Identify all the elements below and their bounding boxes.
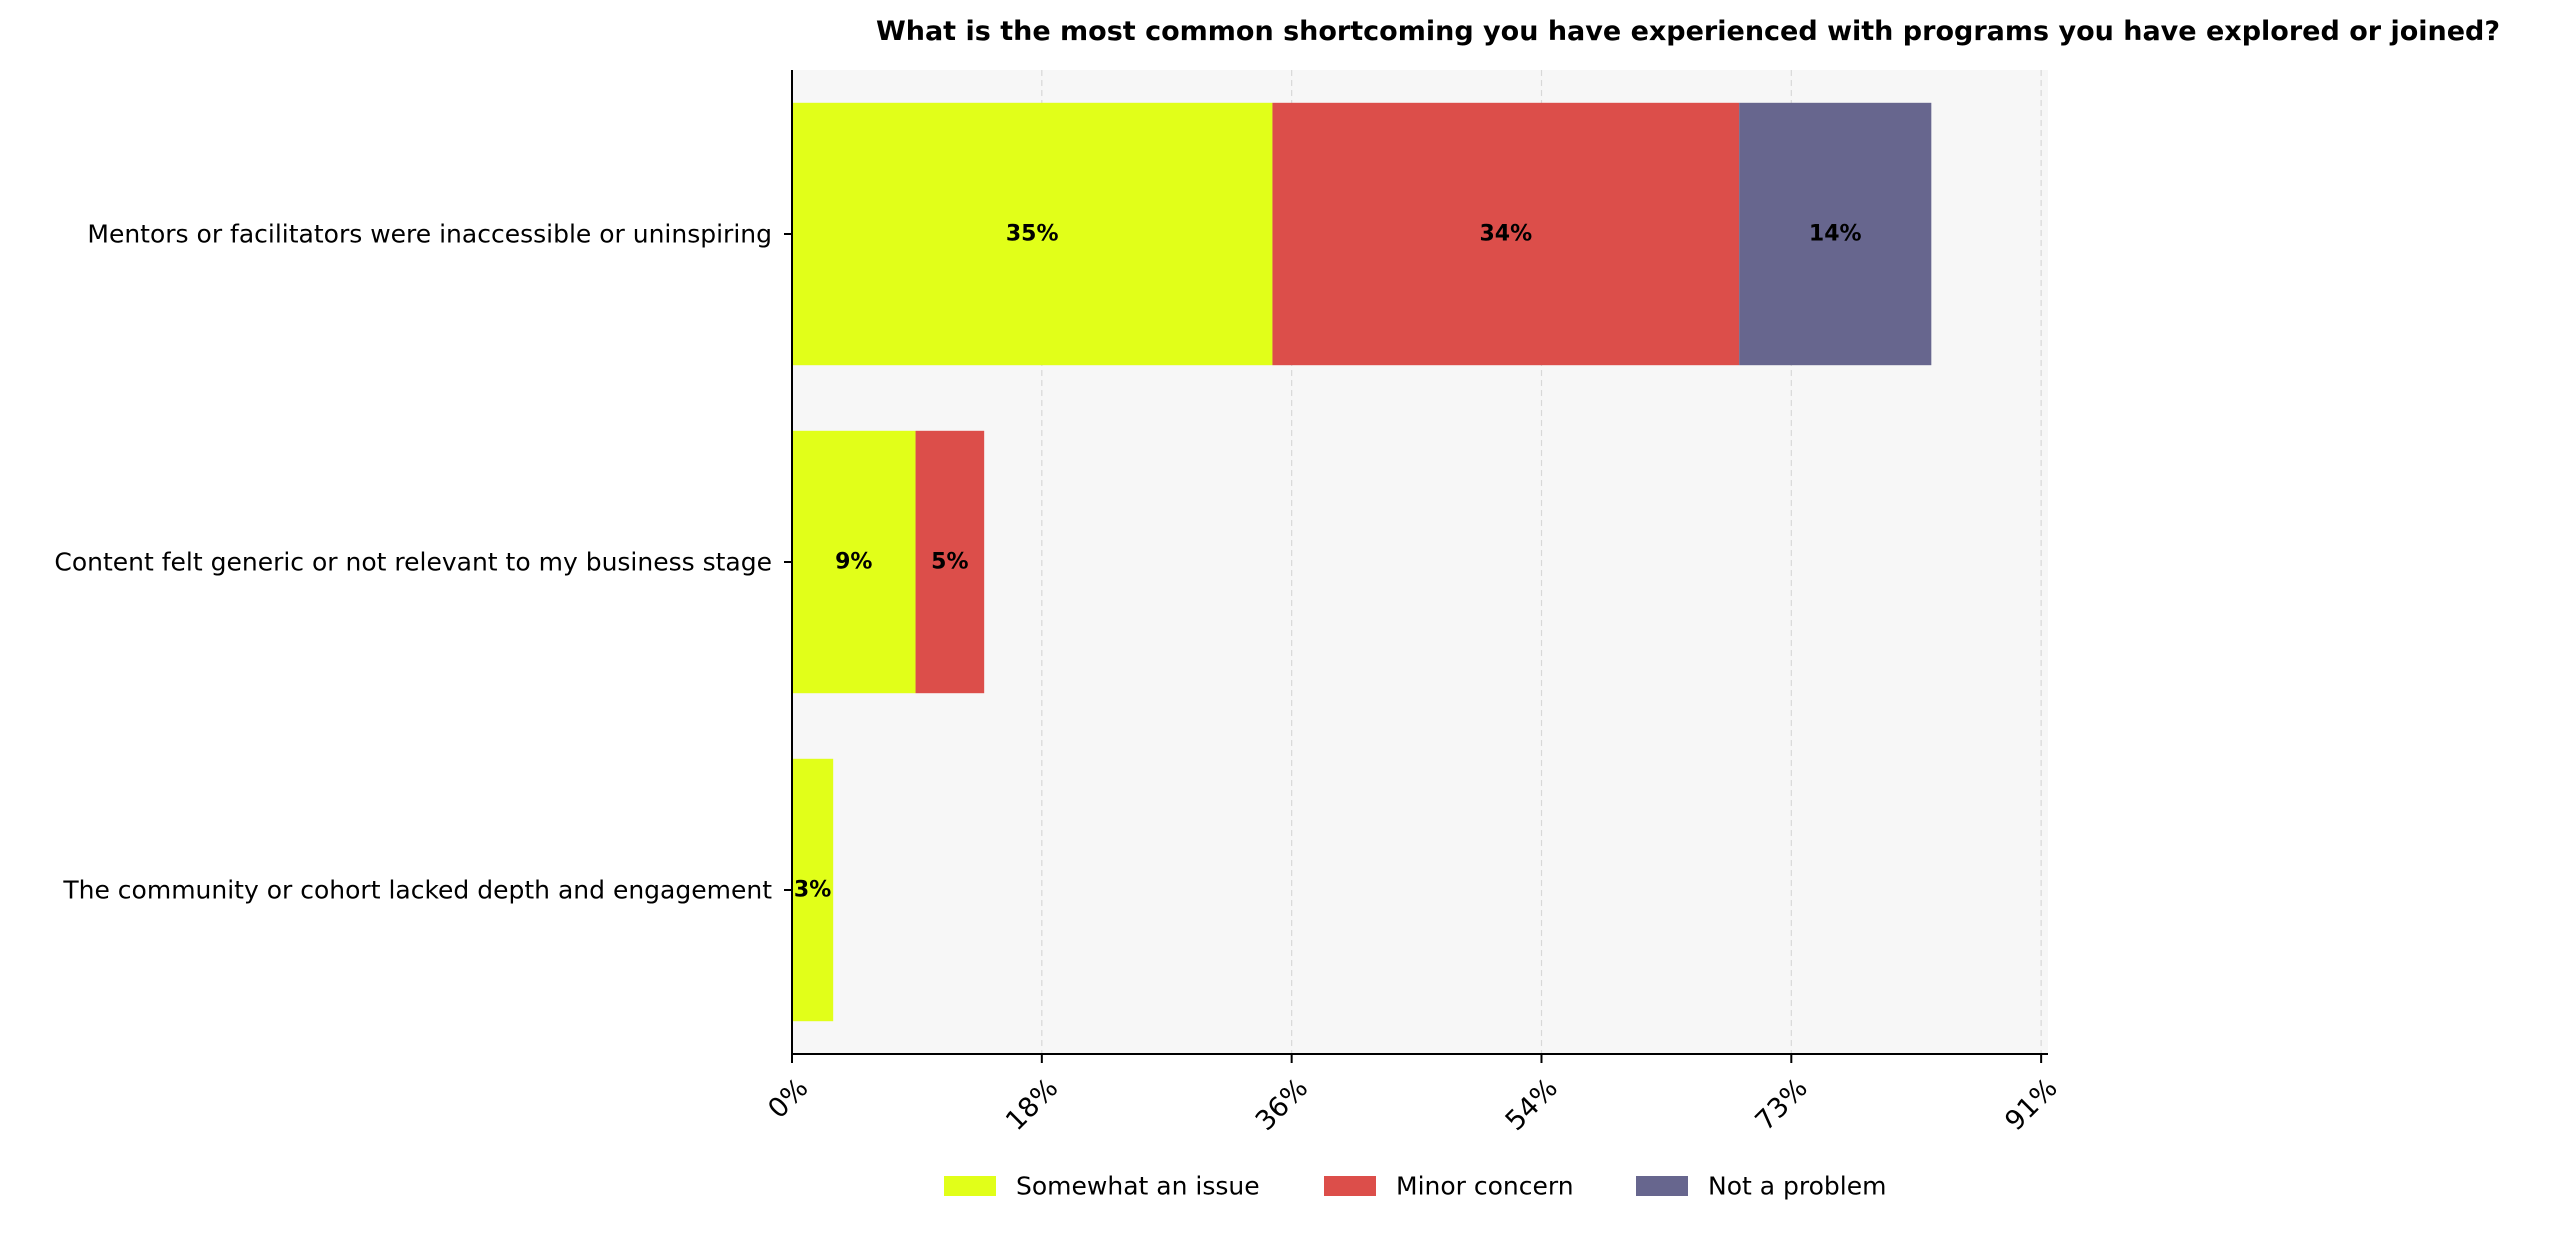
bar-somewhat-an-issue-0	[792, 102, 1273, 366]
bar-not-a-problem-0	[1739, 102, 1932, 366]
data-labels: 35% 34% 14% 9% 5% 3%	[794, 222, 1862, 903]
bar-minor-concern-0	[1272, 102, 1740, 366]
x-tick-label-1: 18%	[1000, 1073, 1064, 1137]
legend-label-not-a-problem: Not a problem	[1708, 1172, 1886, 1201]
legend: Somewhat an issue Minor concern Not a prob…	[944, 1172, 1886, 1201]
x-tick-label-3: 54%	[1500, 1073, 1564, 1137]
x-tick-label-4: 73%	[1749, 1073, 1813, 1137]
bar-somewhat-an-issue-2	[792, 758, 834, 1022]
legend-swatch-minor-concern	[1324, 1176, 1376, 1196]
category-label-0: Mentors or facilitators were inaccessibl…	[87, 220, 772, 249]
bar-somewhat-an-issue-1	[792, 430, 916, 694]
legend-swatch-not-a-problem	[1636, 1176, 1688, 1196]
legend-label-minor-concern: Minor concern	[1396, 1172, 1574, 1201]
data-label-somewhat-an-issue-0: 35%	[1006, 222, 1059, 247]
data-label-somewhat-an-issue-1: 9%	[835, 550, 872, 575]
legend-swatch-somewhat-an-issue	[944, 1176, 996, 1196]
category-label-2: The community or cohort lacked depth and…	[62, 876, 772, 905]
data-label-somewhat-an-issue-2: 3%	[794, 878, 831, 903]
data-label-not-a-problem-0: 14%	[1809, 222, 1862, 247]
x-tick-label-2: 36%	[1250, 1073, 1314, 1137]
chart-title: What is the most common shortcoming you …	[876, 16, 2500, 47]
axes: Mentors or facilitators were inaccessibl…	[54, 70, 2064, 1137]
data-label-minor-concern-1: 5%	[931, 550, 968, 575]
bar-minor-concern-1	[915, 430, 985, 694]
x-tick-label-0: 0%	[762, 1073, 814, 1125]
category-label-1: Content felt generic or not relevant to …	[54, 548, 772, 577]
x-tick-label-5: 91%	[1999, 1073, 2063, 1137]
legend-label-somewhat-an-issue: Somewhat an issue	[1016, 1172, 1260, 1201]
data-label-minor-concern-0: 34%	[1479, 222, 1532, 247]
bars	[792, 102, 1932, 1022]
